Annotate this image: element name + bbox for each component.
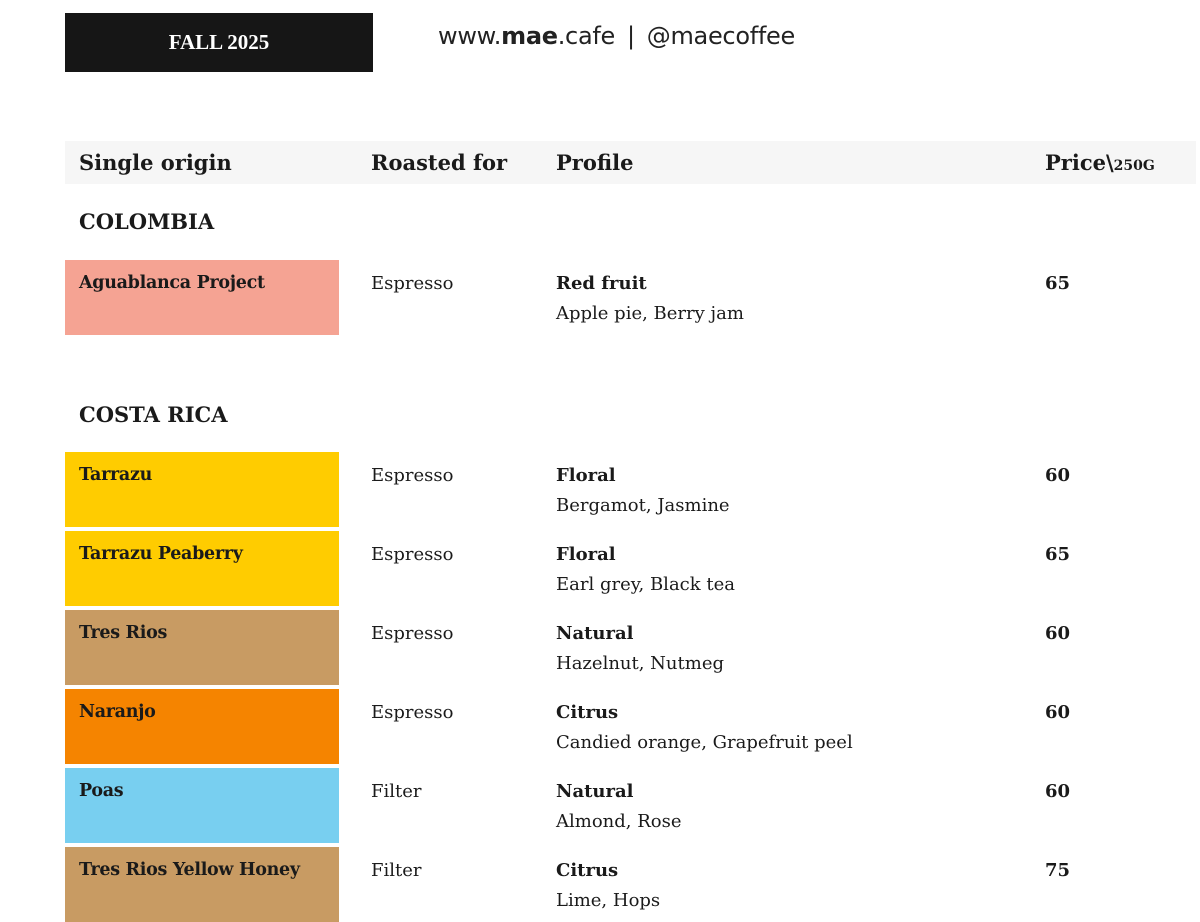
price: 60 [1045,702,1071,723]
origin-name: Tres Rios Yellow Honey [79,860,300,880]
price-unit: 250G [1113,158,1155,174]
roasted-for: Espresso [371,623,454,644]
contact-line: www.mae.cafe | @maecoffee [438,22,795,50]
roasted-for: Espresso [371,465,454,486]
table-row: Tarrazu Peaberry Espresso Floral Earl grey,… [65,531,1200,606]
tasting-notes: Earl grey, Black tea [556,574,735,595]
roasted-for: Espresso [371,273,454,294]
section-heading: COSTA RICA [79,402,228,427]
roasted-for: Espresso [371,702,454,723]
table-row: Tres Rios Yellow Honey Filter Citrus Lime, … [65,847,1200,922]
origin-swatch: Poas [65,768,339,843]
profile: Natural [556,623,634,644]
tasting-notes: Hazelnut, Nutmeg [556,653,725,674]
tasting-notes: Apple pie, Berry jam [556,303,744,324]
origin-name: Tarrazu [79,465,153,485]
column-roasted-for: Roasted for [371,150,508,175]
website-suffix: .cafe [557,22,616,50]
origin-swatch: Naranjo [65,689,339,764]
origin-swatch: Tres Rios Yellow Honey [65,847,339,922]
roasted-for: Filter [371,781,422,802]
profile: Floral [556,544,616,565]
profile: Floral [556,465,616,486]
table-row: Poas Filter Natural Almond, Rose 60 [65,768,1200,843]
section-heading: COLOMBIA [79,209,215,234]
tasting-notes: Bergamot, Jasmine [556,495,730,516]
origin-name: Poas [79,781,124,801]
column-profile: Profile [556,150,634,175]
table-row: Naranjo Espresso Citrus Candied orange, Gra… [65,689,1200,764]
column-price: Price\250G [1045,150,1155,175]
roasted-for: Filter [371,860,422,881]
separator: | [626,22,635,50]
price: 60 [1045,623,1071,644]
profile: Citrus [556,860,619,881]
origin-name: Tres Rios [79,623,168,643]
price: 65 [1045,544,1071,565]
website-prefix: www. [438,22,502,50]
tasting-notes: Candied orange, Grapefruit peel [556,732,853,753]
price: 65 [1045,273,1071,294]
roasted-for: Espresso [371,544,454,565]
origin-name: Tarrazu Peaberry [79,544,243,564]
origin-name: Naranjo [79,702,156,722]
season-badge: FALL 2025 [65,13,373,72]
origin-swatch: Tarrazu Peaberry [65,531,339,606]
origin-swatch: Tarrazu [65,452,339,527]
origin-swatch: Tres Rios [65,610,339,685]
tasting-notes: Almond, Rose [556,811,682,832]
price: 75 [1045,860,1071,881]
column-origin: Single origin [79,150,232,175]
season-label: FALL 2025 [168,30,270,54]
origin-swatch: Aguablanca Project [65,260,339,335]
website-brand: mae [501,22,558,50]
profile: Citrus [556,702,619,723]
price: 60 [1045,465,1071,486]
profile: Natural [556,781,634,802]
table-row: Aguablanca Project Espresso Red fruit Apple… [65,260,1200,335]
social-handle[interactable]: @maecoffee [646,22,795,50]
price: 60 [1045,781,1071,802]
price-label: Price\ [1045,150,1114,175]
website-link[interactable]: www.mae.cafe [438,22,615,50]
table-row: Tres Rios Espresso Natural Hazelnut, Nutmeg… [65,610,1200,685]
table-header: Single origin Roasted for Profile Price\… [65,141,1196,184]
origin-name: Aguablanca Project [79,273,265,293]
table-row: Tarrazu Espresso Floral Bergamot, Jasmine 60 [65,452,1200,527]
tasting-notes: Lime, Hops [556,890,661,911]
profile: Red fruit [556,273,647,294]
